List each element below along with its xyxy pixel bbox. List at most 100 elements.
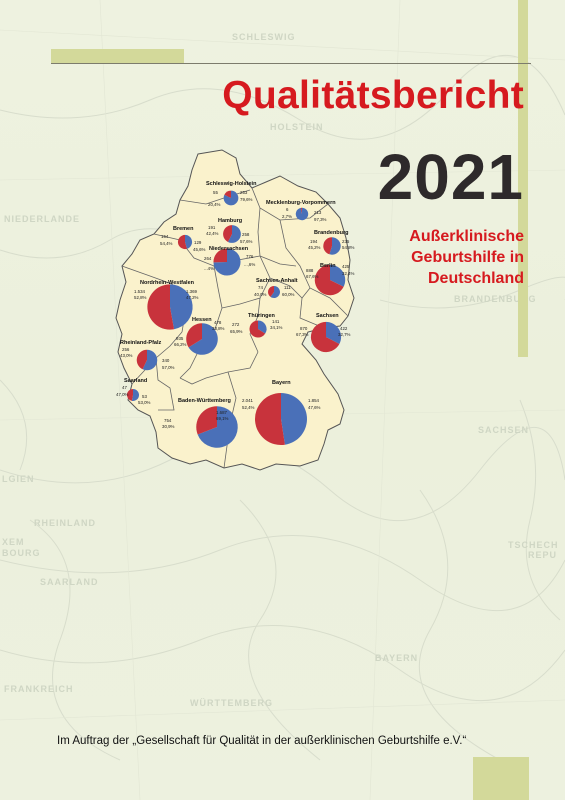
- state-value-a: 55: [213, 190, 218, 195]
- bg-label: LGIEN: [2, 474, 35, 484]
- state-pie: [223, 190, 239, 206]
- pie-slice-a: [310, 321, 340, 353]
- bg-label: REPU: [528, 550, 557, 560]
- state-pct-a: 40,0%: [254, 292, 267, 297]
- state-value-a: 754: [164, 418, 172, 423]
- state-value-b: 935: [176, 336, 184, 341]
- state-pie: [255, 393, 308, 445]
- germany-pie-map: Schleswig-Holstein 55 20,4% 253 79,6% Me…: [115, 149, 355, 471]
- state-value-b: 253: [240, 190, 248, 195]
- state-name: Baden-Württemberg: [178, 398, 231, 404]
- bg-label: XEM: [2, 537, 25, 547]
- state-value-a: 1.534: [134, 289, 146, 294]
- state-pie: [314, 264, 346, 296]
- state-value-a: 6: [286, 207, 289, 212]
- state-value-a: 256: [122, 347, 130, 352]
- state-value-a: 264: [204, 256, 212, 261]
- pie-slice-b: [188, 323, 218, 355]
- state-value-b: 340: [162, 358, 170, 363]
- state-pie: [323, 237, 341, 255]
- accent-bar-horizontal: [51, 49, 184, 63]
- state-pct-a: 2,7%: [282, 214, 292, 219]
- bg-label: HOLSTEIN: [270, 122, 324, 132]
- state-name: Hessen: [192, 317, 212, 323]
- bg-label: WÜRTTEMBERG: [190, 698, 273, 708]
- pie-layer: [126, 190, 346, 448]
- state-name: Bremen: [173, 226, 194, 232]
- state-name: Rheinland-Pfalz: [120, 340, 162, 346]
- subtitle-line: Geburtshilfe in: [411, 249, 524, 266]
- accent-block-corner: [473, 757, 529, 800]
- state-name: Thüringen: [248, 313, 276, 319]
- state-pct-b: 54,8%: [342, 245, 355, 250]
- state-pie: [186, 323, 218, 355]
- state-value-b: 213: [314, 210, 322, 215]
- report-subtitle: Außerklinische Geburtshilfe in Deutschla…: [324, 226, 524, 289]
- pie-slice-a: [255, 393, 285, 445]
- pie-slice-a: [136, 349, 147, 370]
- pie-slice-a: [300, 207, 302, 214]
- state-pie: [268, 286, 280, 298]
- pie-slice-b: [329, 237, 341, 255]
- state-pie: [213, 248, 241, 276]
- state-pct-b: 32,4%: [342, 271, 355, 276]
- state-pie: [310, 321, 342, 353]
- state-pct-a: 54,4%: [160, 241, 173, 246]
- state-value-a: 888: [306, 268, 314, 273]
- state-pct-b: 79,6%: [240, 197, 253, 202]
- pie-slice-a: [213, 248, 227, 263]
- state-pct-a: 33,8%: [212, 326, 225, 331]
- state-pct-b: 69,1%: [216, 416, 229, 421]
- pie-slice-b: [281, 393, 308, 445]
- bg-label: FRANKREICH: [4, 684, 74, 694]
- bg-label: SCHLESWIG: [232, 32, 296, 42]
- germany-outline: [115, 149, 355, 471]
- state-pct-b: 47,2%: [186, 295, 199, 300]
- state-pct-a: 20,4%: [208, 202, 221, 207]
- bg-label: BOURG: [2, 548, 41, 558]
- pie-slice-b: [227, 225, 241, 243]
- state-name: Saarland: [124, 378, 147, 384]
- state-value-b: 425: [342, 264, 350, 269]
- state-value-b: 1.687: [216, 410, 228, 415]
- state-value-a: 194: [310, 239, 318, 244]
- pie-slice-b: [258, 320, 267, 334]
- state-name: Niedersachsen: [209, 246, 249, 252]
- state-pct-b: 32,7%: [338, 332, 351, 337]
- state-value-b: 53: [142, 394, 147, 399]
- state-pct-b: 34,1%: [270, 325, 283, 330]
- state-pct-a: 65,9%: [230, 329, 243, 334]
- state-value-b: 776: [246, 254, 254, 259]
- state-pie: [177, 234, 193, 250]
- state-pct-b: 97,3%: [314, 217, 327, 222]
- state-name: Bayern: [272, 380, 291, 386]
- subtitle-line: Außerklinische: [409, 228, 524, 245]
- report-year: 2021: [377, 141, 524, 213]
- state-value-b: 235: [342, 239, 350, 244]
- pie-slice-b: [142, 349, 158, 371]
- state-value-a: 2.041: [242, 398, 254, 403]
- state-pct-a: 67,3%: [296, 332, 309, 337]
- state-pct-a: 43,0%: [120, 353, 133, 358]
- state-pct-a: 45,2%: [308, 245, 321, 250]
- pie-slice-a: [249, 320, 266, 338]
- state-pie: [136, 349, 158, 371]
- pie-slice-a: [224, 190, 231, 198]
- state-value-b: 422: [340, 326, 348, 331]
- state-pct-a: 42,4%: [206, 231, 219, 236]
- pie-slice-a: [314, 264, 344, 296]
- state-pct-a: ...4%: [204, 266, 214, 271]
- state-pct-b: 57,6%: [240, 239, 253, 244]
- state-value-a: 870: [300, 326, 308, 331]
- pie-slice-a: [177, 234, 187, 250]
- state-pie: [295, 207, 309, 221]
- pie-slice-b: [213, 248, 241, 276]
- state-name: Brandenburg: [314, 230, 349, 236]
- state-value-b: 129: [194, 240, 202, 245]
- pie-slice-b: [185, 234, 193, 249]
- state-value-b: 1.854: [308, 398, 320, 403]
- state-pct-b: ...,6%: [244, 262, 255, 267]
- pie-slice-b: [270, 286, 280, 298]
